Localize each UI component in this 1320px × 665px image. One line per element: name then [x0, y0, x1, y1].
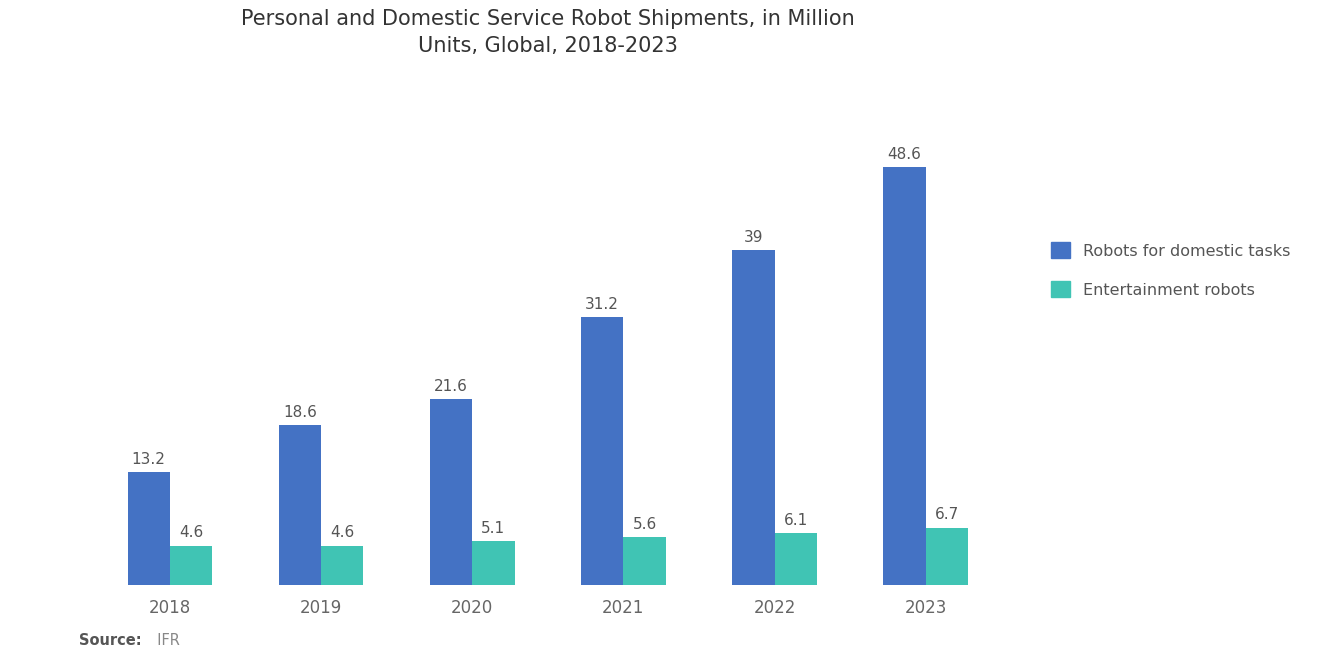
- Bar: [321, 546, 363, 585]
- Bar: [581, 317, 623, 585]
- Bar: [775, 533, 817, 585]
- Text: 13.2: 13.2: [132, 452, 166, 467]
- Bar: [430, 400, 473, 585]
- Bar: [170, 546, 213, 585]
- Bar: [473, 541, 515, 585]
- Text: 4.6: 4.6: [330, 525, 354, 541]
- Text: 39: 39: [743, 229, 763, 245]
- Bar: [883, 168, 925, 585]
- Text: IFR: IFR: [148, 633, 180, 648]
- Title: Personal and Domestic Service Robot Shipments, in Million
Units, Global, 2018-20: Personal and Domestic Service Robot Ship…: [242, 9, 854, 56]
- Text: 48.6: 48.6: [887, 147, 921, 162]
- Text: 6.1: 6.1: [784, 513, 808, 527]
- Bar: [623, 537, 665, 585]
- Legend: Robots for domestic tasks, Entertainment robots: Robots for domestic tasks, Entertainment…: [1043, 234, 1299, 306]
- Text: 5.6: 5.6: [632, 517, 656, 532]
- Text: 4.6: 4.6: [180, 525, 203, 541]
- Text: 21.6: 21.6: [434, 379, 469, 394]
- Bar: [279, 425, 321, 585]
- Text: 31.2: 31.2: [585, 297, 619, 312]
- Bar: [925, 527, 968, 585]
- Text: Source:: Source:: [79, 633, 141, 648]
- Text: 5.1: 5.1: [482, 521, 506, 536]
- Bar: [733, 250, 775, 585]
- Bar: [128, 471, 170, 585]
- Text: 18.6: 18.6: [282, 405, 317, 420]
- Text: 6.7: 6.7: [935, 507, 960, 523]
